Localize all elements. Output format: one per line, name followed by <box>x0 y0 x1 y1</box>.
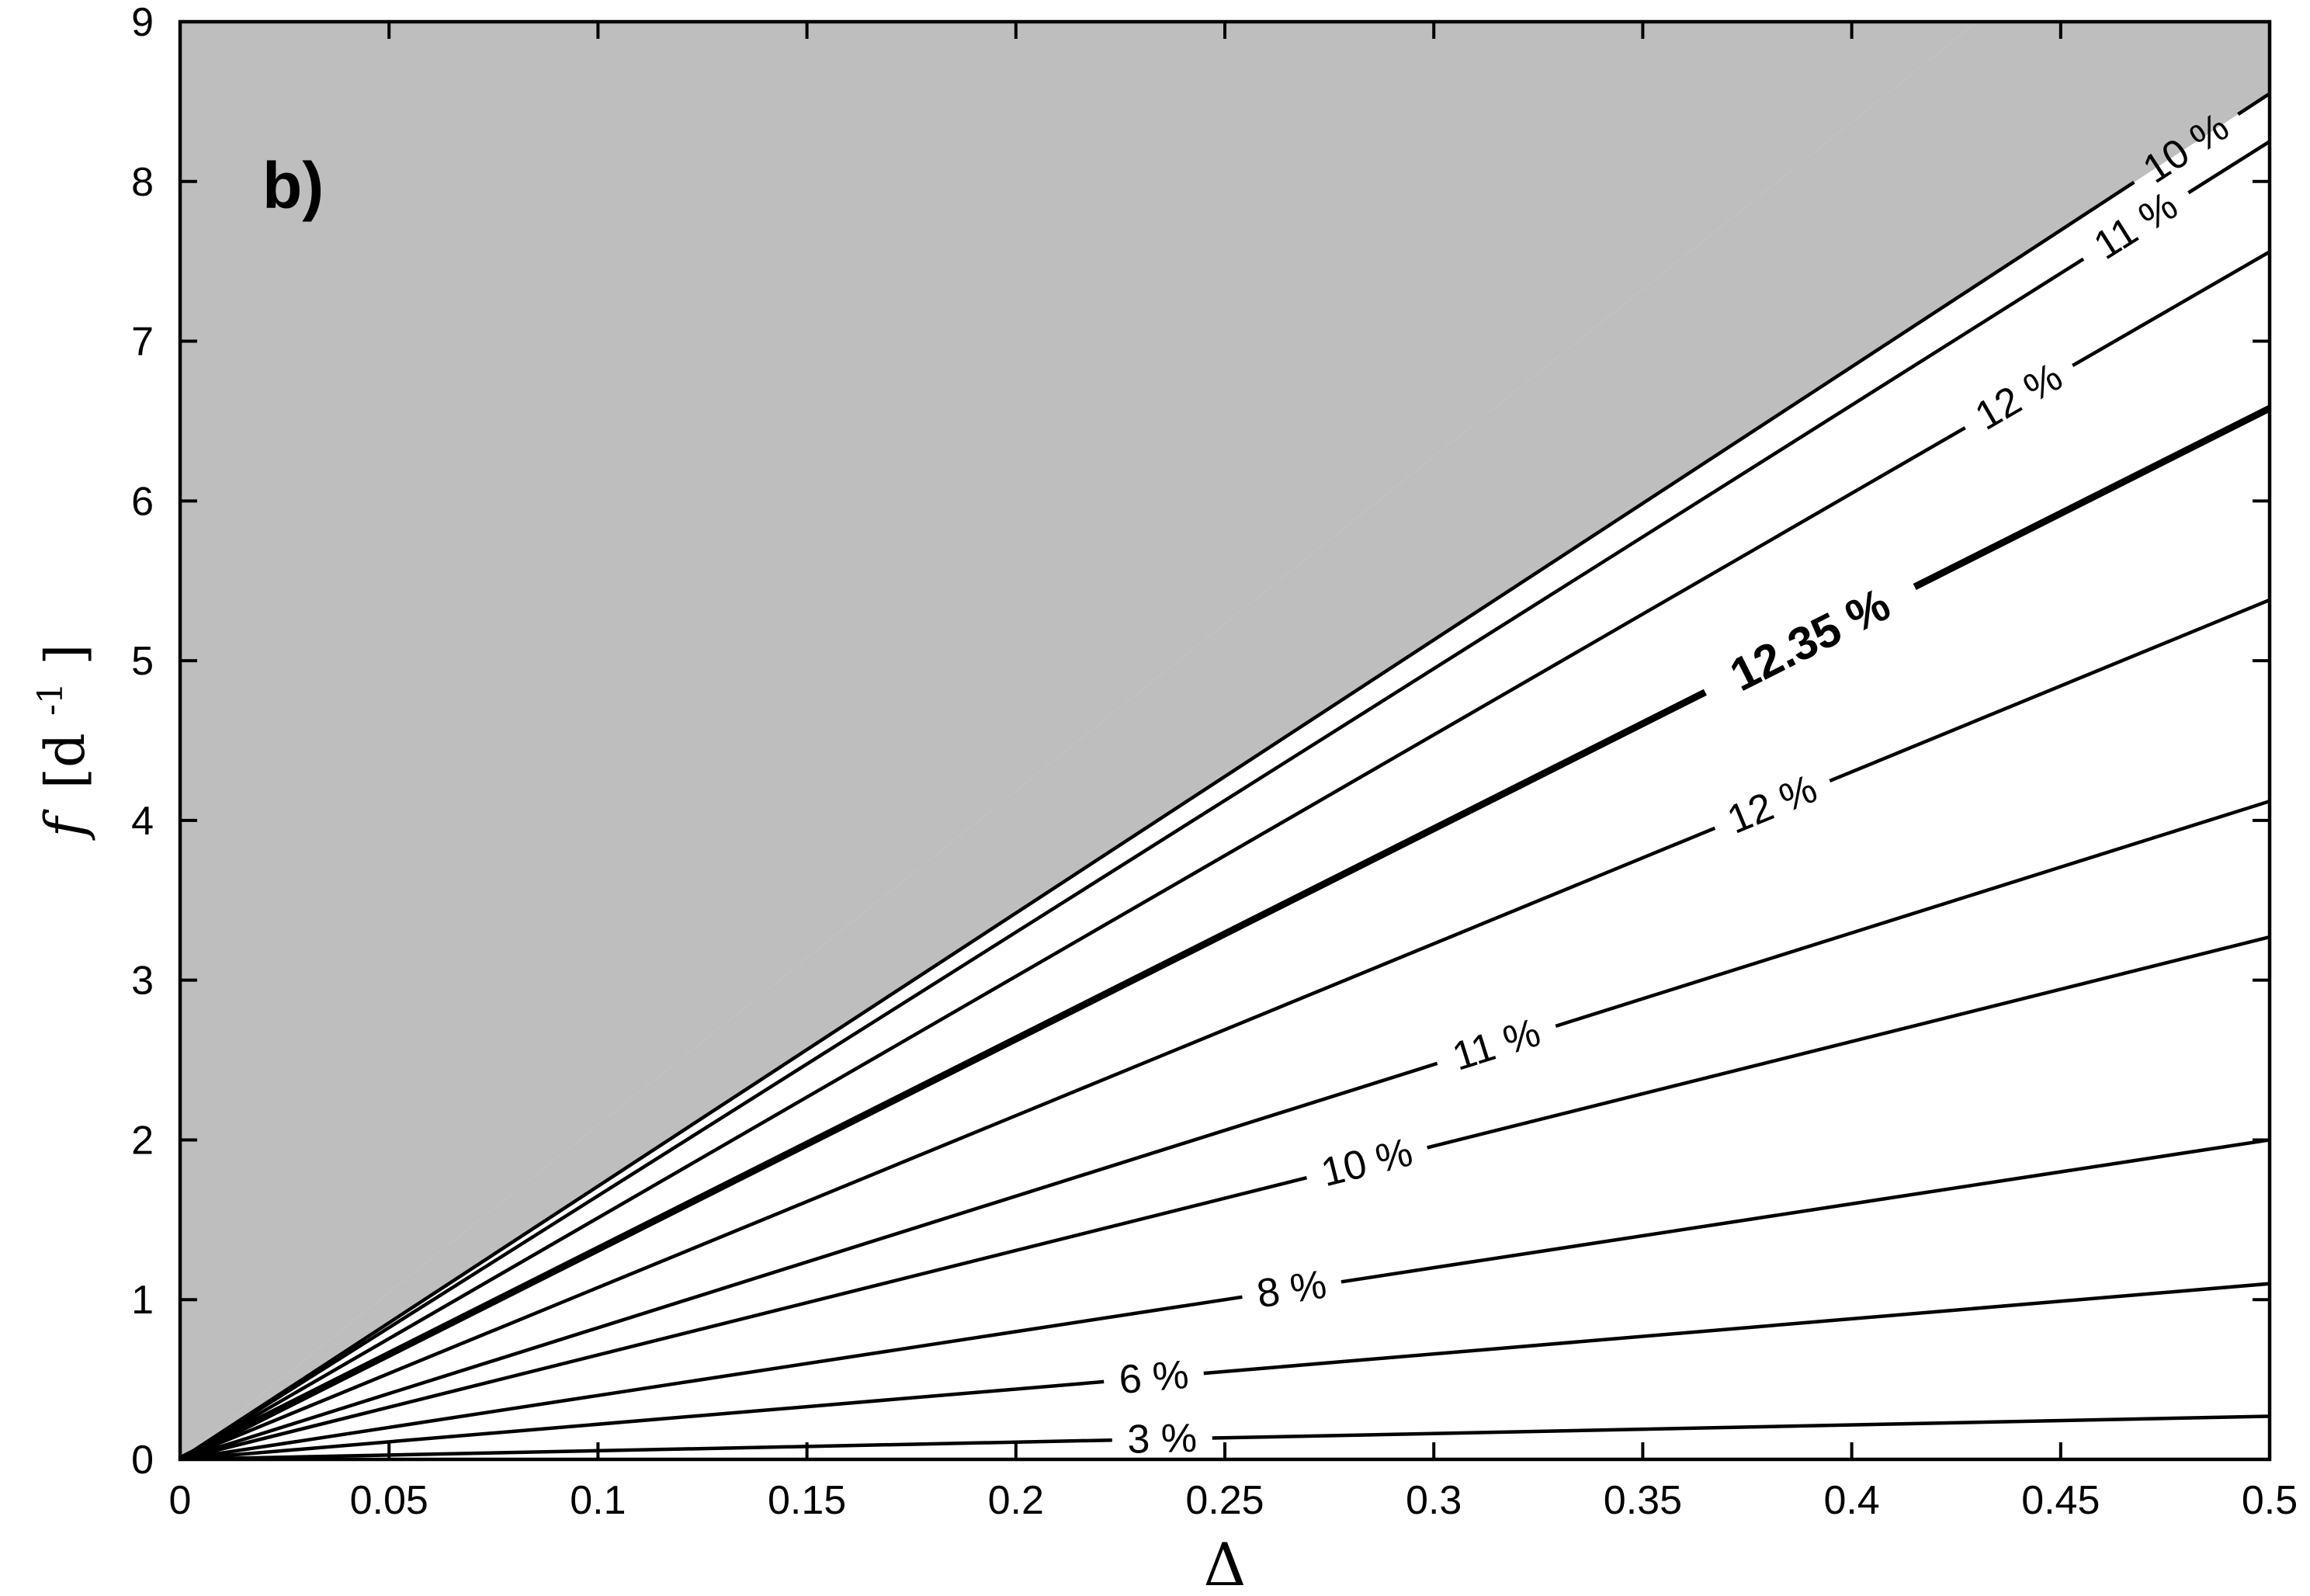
y-tick-label-8: 8 <box>131 160 154 205</box>
y-tick-label-1: 1 <box>131 1278 154 1323</box>
x-tick-label-10: 0.5 <box>2242 1478 2298 1523</box>
contour-label-6: 12.35 % <box>1722 578 1898 701</box>
contour-label-2: 8 % <box>1254 1262 1329 1317</box>
contour-line-4-b <box>1555 800 2270 1028</box>
x-tick-label-4: 0.2 <box>988 1478 1044 1523</box>
contour-line-5-b <box>1829 598 2270 783</box>
contour-label-1: 6 % <box>1117 1352 1190 1403</box>
y-axis-title-sup: -1 <box>31 682 71 716</box>
y-tick-label-3: 3 <box>131 959 154 1004</box>
contour-label-5: 12 % <box>1721 766 1823 843</box>
x-tick-label-8: 0.4 <box>1823 1478 1879 1523</box>
x-tick-label-1: 0.05 <box>350 1478 428 1523</box>
contour-label-3: 10 % <box>1317 1129 1417 1195</box>
contour-line-8-a <box>180 257 2085 1459</box>
contour-line-8-b <box>2187 140 2270 195</box>
contour-line-0-a <box>180 1438 1112 1459</box>
contour-line-1-b <box>1203 1282 2270 1376</box>
y-axis-title-main: f <box>33 809 97 841</box>
contour-line-2-b <box>1341 1138 2270 1284</box>
contour-line-2-a <box>180 1295 1243 1459</box>
contour-line-9-b <box>2237 92 2270 116</box>
y-tick-label-5: 5 <box>131 639 154 684</box>
contour-line-1-a <box>180 1379 1105 1459</box>
contour-line-6-b <box>1913 404 2270 591</box>
contour-line-9-a <box>180 180 2135 1459</box>
y-tick-label-4: 4 <box>131 799 154 844</box>
contour-label-4: 11 % <box>1448 1010 1546 1080</box>
y-tick-label-0: 0 <box>131 1438 154 1483</box>
x-tick-label-5: 0.25 <box>1185 1478 1264 1523</box>
contour-label-0: 3 % <box>1127 1416 1198 1462</box>
shaded-upper-right <box>180 22 2270 1459</box>
contour-line-3-b <box>1427 935 2270 1150</box>
contour-line-4-a <box>180 1061 1438 1459</box>
x-tick-label-2: 0.1 <box>570 1478 626 1523</box>
x-tick-label-7: 0.35 <box>1604 1478 1682 1523</box>
y-tick-label-2: 2 <box>131 1118 154 1163</box>
shaded-region <box>180 22 2270 1459</box>
y-axis-title: f [d -1 ] <box>12 644 97 841</box>
y-axis-title-close: ] <box>33 644 97 664</box>
y-tick-label-9: 9 <box>131 0 154 45</box>
contour-line-7-b <box>2072 250 2270 367</box>
x-axis-title: Δ <box>1204 1530 1247 1596</box>
x-tick-label-0: 0 <box>169 1478 192 1523</box>
axes: 0 0.05 0.1 0.15 0.2 0.25 0.3 0.35 0.4 0.45 0.5 0 1 2 3… <box>131 0 2298 1523</box>
x-tick-label-3: 0.15 <box>768 1478 846 1523</box>
y-tick-label-7: 7 <box>131 320 154 365</box>
x-tick-label-6: 0.3 <box>1406 1478 1462 1523</box>
contour-line-5-a <box>180 826 1716 1459</box>
panel-label: b) <box>262 149 324 222</box>
contour-lines <box>180 92 2270 1459</box>
contour-line-0-b <box>1212 1414 2270 1440</box>
contour-label-7: 12 % <box>1968 354 2070 439</box>
y-axis-title-unit: [d <box>33 733 97 789</box>
x-tick-label-9: 0.45 <box>2021 1478 2100 1523</box>
contour-line-3-a <box>180 1176 1307 1459</box>
contour-line-6-a <box>180 689 1707 1459</box>
y-tick-label-6: 6 <box>131 479 154 524</box>
contour-line-7-a <box>180 426 1966 1459</box>
svg-text:f [d -1 ]: f [d -1 ] <box>12 644 97 841</box>
